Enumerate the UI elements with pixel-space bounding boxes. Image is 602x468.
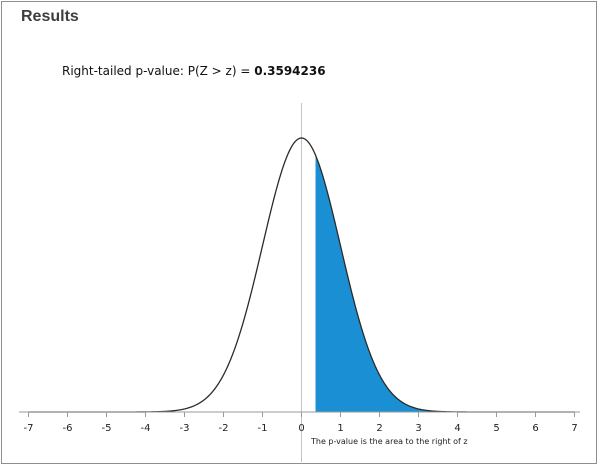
pvalue-value: 0.3594236 bbox=[254, 64, 326, 78]
x-axis-ticks: -7 -6 -5 -4 -3 -2 -1 0 1 2 3 4 5 6 7 bbox=[24, 412, 578, 434]
x-tick-label: 4 bbox=[454, 423, 460, 434]
x-tick-label: -5 bbox=[102, 423, 112, 434]
x-tick-label: -3 bbox=[180, 423, 190, 434]
x-tick-label: -1 bbox=[258, 423, 268, 434]
x-tick-label: 6 bbox=[532, 423, 538, 434]
x-tick-label: 0 bbox=[298, 423, 304, 434]
pvalue-text: Right-tailed p-value: P(Z > z) = 0.35942… bbox=[62, 64, 326, 78]
pvalue-label: Right-tailed p-value: P(Z > z) = bbox=[62, 64, 255, 78]
x-tick-label: 1 bbox=[337, 423, 343, 434]
x-tick-label: -4 bbox=[141, 423, 151, 434]
x-tick-label: -6 bbox=[63, 423, 73, 434]
x-tick-label: -7 bbox=[24, 423, 34, 434]
x-tick-label: -2 bbox=[219, 423, 229, 434]
x-tick-label: 7 bbox=[571, 423, 577, 434]
x-tick-label: 2 bbox=[376, 423, 382, 434]
pvalue-annotation: The p-value is the area to the right of … bbox=[310, 437, 468, 446]
results-title: Results bbox=[21, 8, 79, 25]
results-panel: Results Right-tailed p-value: P(Z > z) =… bbox=[1, 1, 597, 464]
x-tick-label: 5 bbox=[493, 423, 499, 434]
shaded-area bbox=[315, 155, 575, 412]
x-tick-label: 3 bbox=[415, 423, 421, 434]
